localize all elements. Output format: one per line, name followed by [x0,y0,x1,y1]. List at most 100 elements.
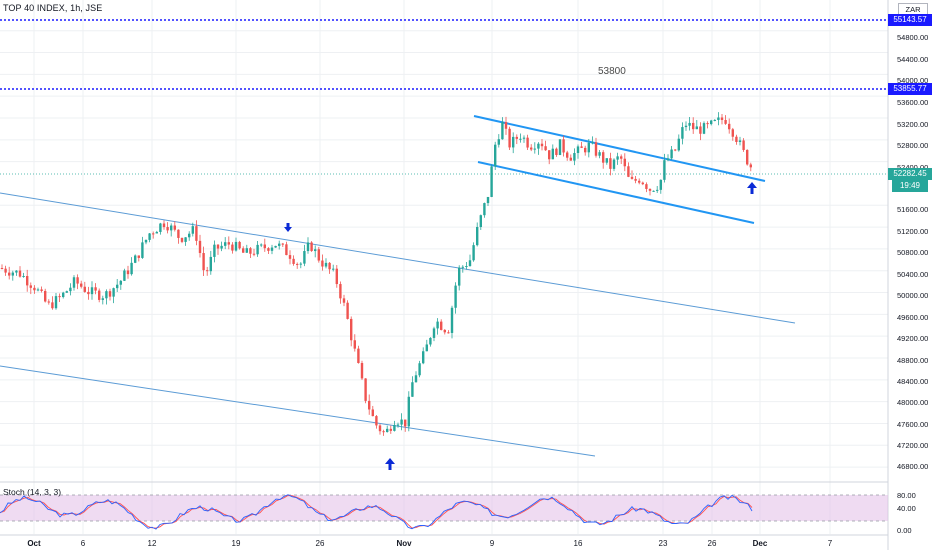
candle-body [249,248,252,254]
candle-body [465,266,468,268]
price-tick-label: 54000.00 [897,76,928,85]
candle-body [526,137,529,148]
candle-body [692,122,695,130]
candle-body [530,147,533,150]
candle-body [663,160,666,180]
candle-body [270,247,274,251]
candle-body [634,178,637,181]
candle-body [33,287,36,291]
candle-body [342,298,346,303]
candle-body [101,298,104,300]
candle-body [119,280,122,285]
countdown-marker: 19:49 [892,180,928,192]
price-tick-label: 53200.00 [897,120,928,129]
candle-body [198,240,202,254]
stoch-k-line [0,494,753,530]
candle-body [666,158,670,161]
candle-body [260,244,263,246]
candle-body [681,127,684,139]
candle-body [339,284,342,299]
candle-body [688,122,691,126]
candle-body [659,179,662,190]
time-axis-label: 7 [828,539,833,548]
candle-body [555,148,558,155]
candle-body [134,255,137,263]
candle-body [242,248,245,253]
candle-body [598,152,601,156]
trendline-lower [0,365,596,457]
candle-body [368,400,371,410]
candle-body [645,184,648,189]
candle-body [112,288,115,297]
candle-body [141,242,144,258]
candle-body [404,419,407,427]
candle-body [573,153,576,161]
time-axis-label: 26 [708,539,717,548]
candle-body [126,270,130,275]
candle-body [29,285,32,288]
candle-body [677,138,680,151]
price-tick-label: 50400.00 [897,270,928,279]
candle-body [713,119,716,121]
candle-body [209,256,212,272]
candle-body [18,270,22,277]
candle-body [587,142,590,153]
candle-body [454,285,457,308]
candle-body [306,242,310,252]
candle-body [220,245,223,249]
candle-body [213,244,216,257]
candle-body [699,126,702,134]
candle-body [76,277,79,284]
candle-body [458,267,461,286]
arrow-up-icon [747,182,757,194]
time-axis-label: Nov [396,539,412,548]
trendline-upper [0,192,796,324]
candle-body [159,223,162,232]
candle-body [407,396,410,427]
stoch-d-line [0,495,753,529]
candle-body [26,276,29,286]
candle-body [627,166,630,177]
candle-body [508,128,511,148]
time-axis-label: 26 [316,539,325,548]
candle-body [375,416,378,426]
candle-body [314,249,317,252]
candle-body [8,272,11,276]
time-axis-label: Dec [753,539,768,548]
time-axis-label: 23 [659,539,668,548]
candle-body [245,248,248,253]
candle-body [501,122,504,140]
candle-body [656,189,659,191]
candle-body [400,419,403,425]
candle-body [310,242,313,252]
candle-body [278,243,281,246]
candle-body [609,158,612,169]
candle-body [36,289,40,291]
candle-body [569,157,572,161]
candle-body [648,188,652,191]
candle-body [292,258,295,264]
candle-body [522,137,526,139]
time-axis-label: 9 [490,539,495,548]
candle-body [80,283,83,287]
candle-body [710,120,713,125]
candle-body [468,260,472,267]
candle-body [728,123,731,130]
candle-body [443,329,446,333]
time-axis-label: 12 [148,539,157,548]
price-tick-label: 48400.00 [897,377,928,386]
stoch-tick-label: 0.00 [897,526,912,535]
candle-body [360,363,364,379]
candle-body [562,139,565,153]
candle-body [285,244,288,256]
candle-body [580,146,583,148]
candle-body [58,296,61,298]
candle-body [353,340,356,349]
candle-body [335,268,338,285]
candle-body [69,287,72,292]
candle-body [483,203,486,216]
candle-body [551,148,554,160]
price-tick-label: 46800.00 [897,462,928,471]
